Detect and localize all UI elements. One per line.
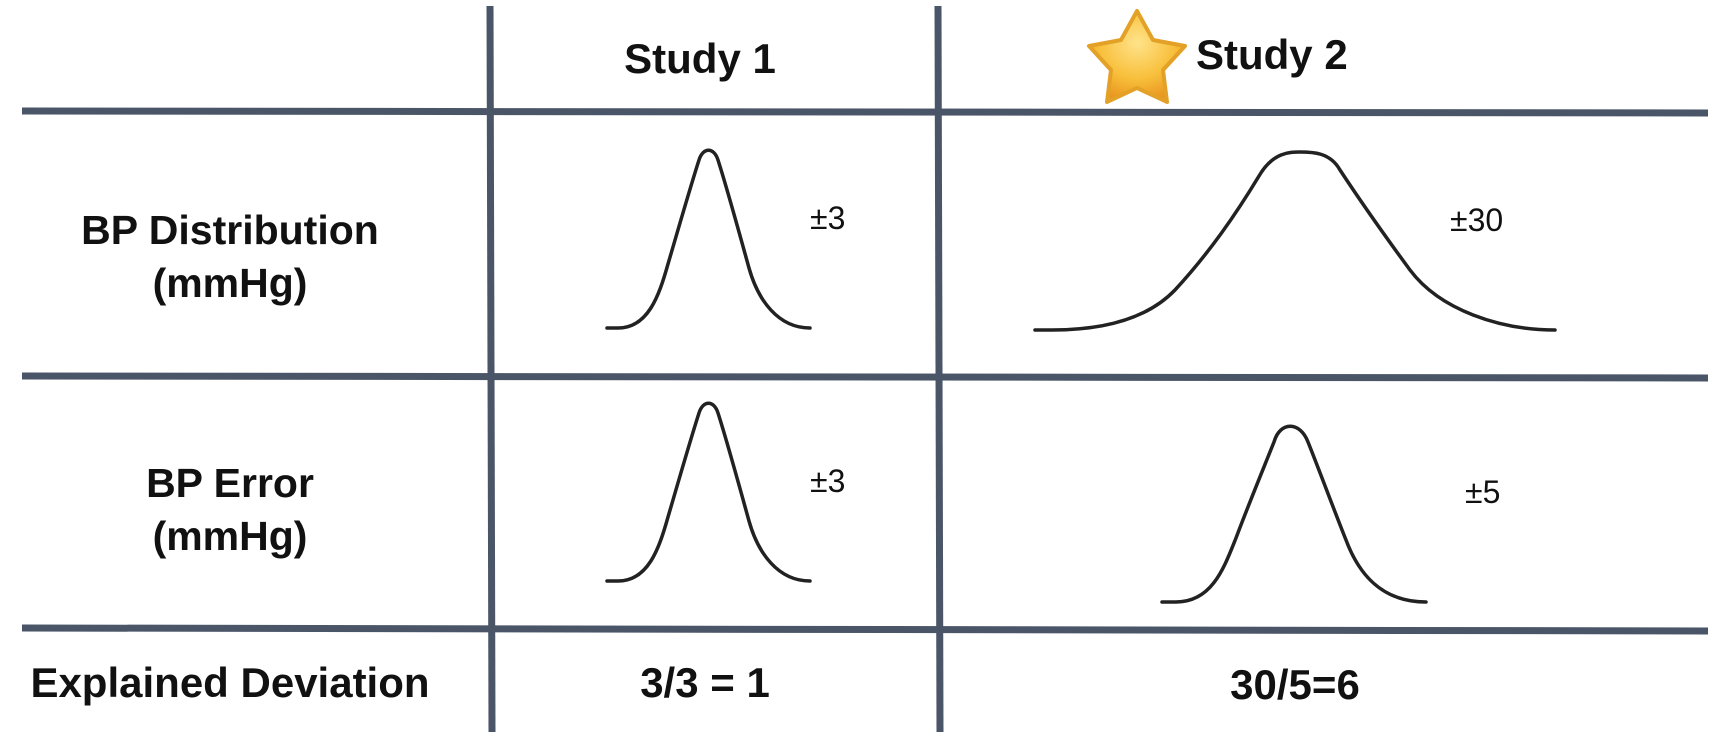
column-header-study1: Study 1 — [624, 35, 776, 82]
row-label-distribution-line1: BP Distribution — [81, 207, 379, 253]
study2-explained-deviation: 30/5=6 — [1230, 661, 1360, 708]
study1-error-sd: ±3 — [810, 463, 846, 499]
row-label-error: BP Error (mmHg) — [30, 457, 430, 563]
row-label-distribution-line2: (mmHg) — [152, 260, 308, 306]
column-header-study2: Study 2 — [1196, 31, 1348, 78]
distribution-curve-study2 — [1033, 150, 1557, 332]
grid-line-vertical-1 — [486, 5, 496, 733]
row-label-error-line2: (mmHg) — [152, 513, 308, 559]
study1-explained-deviation: 3/3 = 1 — [640, 659, 770, 706]
grid-line-header — [21, 107, 1709, 117]
grid-line-vertical-2 — [934, 5, 944, 733]
distribution-curve-study1 — [605, 148, 812, 330]
study2-error-sd: ±5 — [1465, 474, 1501, 510]
study2-distribution-sd: ±30 — [1450, 202, 1504, 238]
study1-distribution-sd: ±3 — [810, 200, 846, 236]
error-curve-study1 — [605, 401, 812, 583]
row-label-error-line1: BP Error — [146, 460, 314, 506]
row-label-explained-deviation: Explained Deviation — [30, 659, 430, 706]
error-curve-study2 — [1160, 424, 1428, 604]
star-icon — [1087, 9, 1187, 104]
row-label-distribution: BP Distribution (mmHg) — [30, 204, 430, 310]
grid-line-row-2 — [21, 624, 1709, 635]
grid-line-row-1 — [21, 372, 1709, 382]
